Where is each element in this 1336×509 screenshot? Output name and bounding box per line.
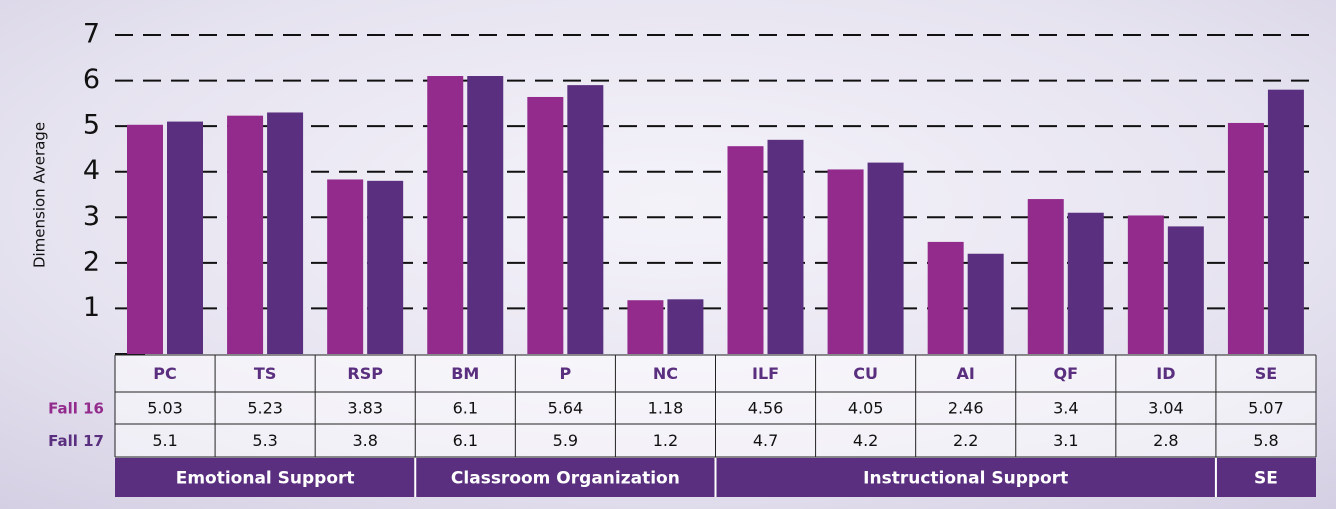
table-value: 5.23 bbox=[247, 399, 283, 418]
category-label: QF bbox=[1054, 364, 1079, 383]
y-tick-label: 7 bbox=[83, 19, 100, 50]
table-value: 4.05 bbox=[848, 399, 884, 418]
y-tick-label: 3 bbox=[83, 201, 100, 232]
bar bbox=[827, 169, 864, 354]
bar bbox=[667, 299, 704, 354]
table-value: 5.9 bbox=[553, 431, 578, 450]
category-label: CU bbox=[853, 364, 878, 383]
category-label: RSP bbox=[347, 364, 383, 383]
table-value: 2.46 bbox=[948, 399, 984, 418]
bar bbox=[527, 96, 564, 354]
group-label: Emotional Support bbox=[176, 469, 355, 489]
y-tick-label: 5 bbox=[83, 110, 100, 141]
bar bbox=[367, 180, 404, 354]
y-tick-label: 2 bbox=[83, 246, 100, 277]
bar bbox=[767, 139, 804, 354]
bar bbox=[427, 76, 464, 354]
bar bbox=[227, 115, 264, 354]
table-value: 3.04 bbox=[1148, 399, 1184, 418]
table-value: 5.03 bbox=[147, 399, 183, 418]
bar bbox=[967, 253, 1004, 354]
table-value: 3.83 bbox=[347, 399, 383, 418]
category-label: TS bbox=[254, 364, 276, 383]
bar bbox=[867, 162, 904, 354]
group-label: SE bbox=[1254, 469, 1278, 489]
table-value: 4.56 bbox=[748, 399, 784, 418]
bar bbox=[167, 121, 203, 354]
y-axis-label: Dimension Average bbox=[31, 122, 49, 268]
table-value: 2.8 bbox=[1153, 431, 1178, 450]
bar bbox=[467, 76, 504, 354]
bar bbox=[1127, 215, 1164, 354]
bar bbox=[1267, 89, 1304, 354]
category-label: P bbox=[560, 364, 572, 383]
table-value: 1.2 bbox=[653, 431, 678, 450]
category-label: NC bbox=[653, 364, 678, 383]
table-value: 1.18 bbox=[648, 399, 684, 418]
table-value: 3.4 bbox=[1053, 399, 1078, 418]
y-tick-label: 6 bbox=[83, 64, 100, 95]
table-value: 5.07 bbox=[1248, 399, 1284, 418]
bar bbox=[127, 124, 163, 354]
table-value: 3.1 bbox=[1053, 431, 1078, 450]
bar bbox=[1027, 199, 1064, 354]
legend-label: Fall 17 bbox=[48, 432, 104, 450]
table-value: 5.3 bbox=[252, 431, 277, 450]
table-value: 3.8 bbox=[352, 431, 377, 450]
bar bbox=[1227, 122, 1264, 355]
category-label: ILF bbox=[752, 364, 779, 383]
category-label: PC bbox=[153, 364, 176, 383]
table-value: 5.1 bbox=[152, 431, 177, 450]
category-label: AI bbox=[957, 364, 975, 383]
table-value: 5.64 bbox=[548, 399, 584, 418]
table-value: 4.7 bbox=[753, 431, 778, 450]
bar bbox=[267, 112, 304, 354]
bar bbox=[327, 179, 364, 354]
bar bbox=[1167, 226, 1204, 354]
bar bbox=[927, 241, 964, 354]
category-label: BM bbox=[451, 364, 479, 383]
group-label: Instructional Support bbox=[863, 469, 1068, 489]
bar bbox=[1067, 212, 1104, 354]
table-value: 6.1 bbox=[453, 431, 478, 450]
group-label: Classroom Organization bbox=[451, 469, 680, 489]
legend-label: Fall 16 bbox=[48, 400, 104, 418]
bar bbox=[627, 300, 664, 354]
category-label: SE bbox=[1255, 364, 1277, 383]
table-value: 4.2 bbox=[853, 431, 878, 450]
table-value: 6.1 bbox=[453, 399, 478, 418]
table-value: 2.2 bbox=[953, 431, 978, 450]
category-label: ID bbox=[1156, 364, 1175, 383]
bar bbox=[567, 85, 604, 354]
bar bbox=[727, 146, 764, 354]
y-tick-label: 1 bbox=[83, 292, 100, 323]
table-value: 5.8 bbox=[1253, 431, 1278, 450]
y-tick-label: 4 bbox=[83, 155, 100, 186]
